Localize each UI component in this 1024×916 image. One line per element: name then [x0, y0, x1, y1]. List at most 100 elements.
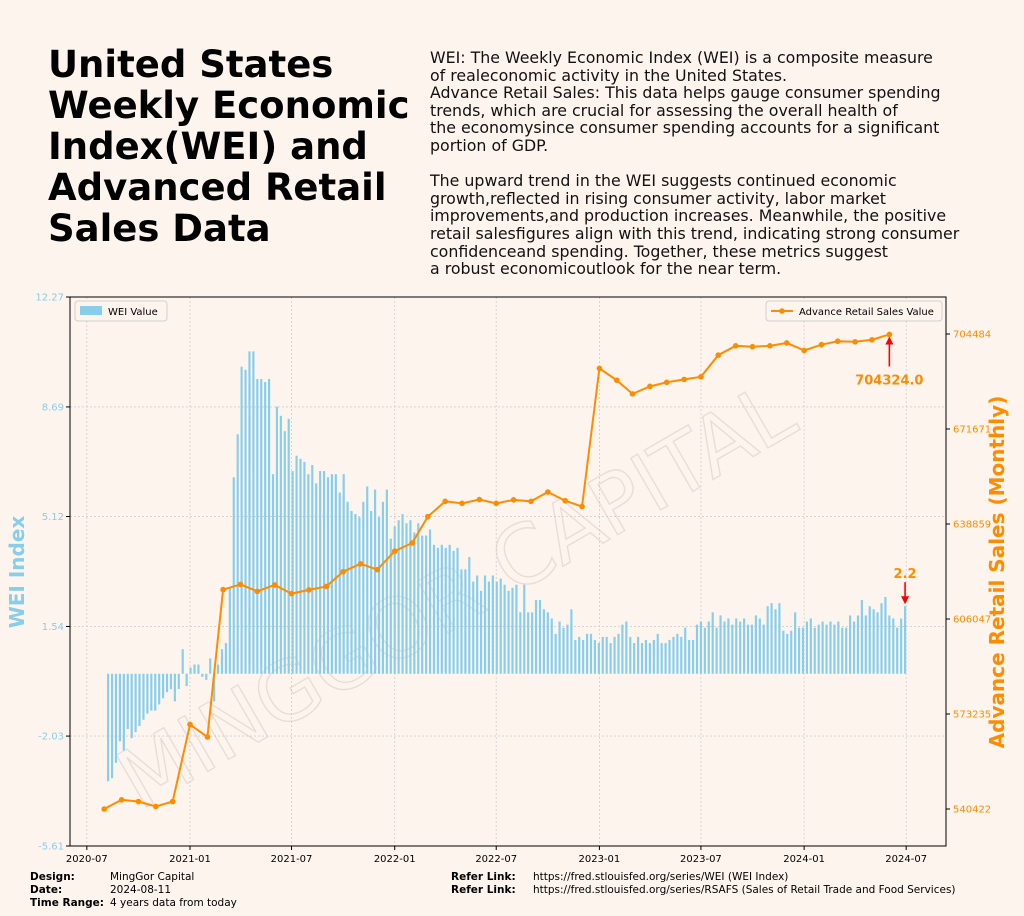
- wei-bar: [750, 624, 754, 674]
- refer-link-wei[interactable]: https://fred.stlouisfed.org/series/WEI (…: [533, 871, 789, 883]
- wei-bar: [162, 673, 165, 699]
- wei-bar: [872, 609, 875, 674]
- footer-left: Design: MingGor Capital Date: 2024-08-11 T…: [30, 871, 237, 910]
- wei-bar: [699, 621, 703, 674]
- retail-sales-point: [545, 489, 551, 495]
- wei-bar: [884, 596, 887, 674]
- retail-sales-point: [510, 497, 517, 503]
- wei-bar: [260, 378, 263, 674]
- wei-bar: [774, 609, 777, 674]
- wei-bar: [122, 673, 125, 751]
- watermark: MINGGOR CAPITAL: [102, 364, 811, 828]
- wei-bar: [315, 483, 318, 674]
- wei-bar: [177, 673, 180, 690]
- wei-bar: [287, 418, 290, 674]
- wei-bar: [244, 369, 247, 674]
- wei-bar: [903, 606, 907, 674]
- retail-sales-point: [169, 798, 176, 805]
- retail-sales-point: [204, 734, 211, 740]
- wei-bar: [691, 639, 695, 674]
- wei-bar: [228, 587, 231, 674]
- wei-bar: [644, 639, 648, 674]
- x-tick-label: 2023-01: [579, 854, 621, 865]
- retail-sales-point: [459, 500, 465, 507]
- wei-bar: [676, 633, 679, 674]
- wei-bar: [213, 673, 216, 702]
- wei-bar: [432, 544, 436, 674]
- wei-bar: [374, 489, 377, 674]
- retail-sales-point: [306, 587, 312, 593]
- x-tick-label: 2022-07: [475, 854, 517, 865]
- wei-bar: [821, 621, 824, 674]
- wei-bar: [668, 639, 671, 674]
- wei-bar: [613, 636, 616, 674]
- left-tick-label: -2.03: [38, 732, 64, 743]
- wei-bar: [483, 575, 487, 674]
- wei-bar: [849, 615, 852, 674]
- wei-bar: [326, 477, 330, 674]
- wei-bar: [405, 523, 408, 674]
- x-tick-label: 2022-01: [374, 854, 416, 865]
- wei-bar: [727, 618, 730, 674]
- wei-bar: [448, 544, 451, 674]
- retail-sales-point: [340, 568, 346, 575]
- retail-sales-point: [425, 513, 431, 520]
- wei-bar: [464, 569, 467, 674]
- wei-bar: [746, 624, 750, 674]
- wei-bar: [252, 351, 255, 674]
- wei-bar: [428, 529, 432, 674]
- wei-bar: [617, 633, 620, 674]
- retail-sales-point: [647, 383, 653, 390]
- wei-bar: [209, 658, 212, 674]
- retail-sales-point: [237, 581, 244, 588]
- wei-bar: [625, 621, 628, 674]
- wei-bar: [307, 474, 310, 674]
- wei-bar: [637, 636, 640, 674]
- retail-sales-point: [323, 583, 330, 590]
- date-value: 2024-08-11: [110, 884, 172, 896]
- left-tick-label: 12.27: [35, 293, 64, 304]
- wei-bar: [377, 517, 381, 674]
- wei-bar: [350, 511, 353, 674]
- design-value: MingGor Capital: [110, 871, 195, 883]
- x-tick-label: 2021-01: [169, 854, 211, 865]
- description: WEI: The Weekly Economic Index (WEI) is …: [430, 49, 1010, 278]
- wei-bar: [436, 547, 439, 674]
- wei-bar: [715, 627, 718, 674]
- refer-link-rsafs[interactable]: https://fred.stlouisfed.org/series/RSAFS…: [533, 884, 956, 896]
- wei-bar: [542, 609, 545, 674]
- description-paragraph-2: The upward trend in the WEI suggests con…: [430, 171, 960, 279]
- wei-bar: [205, 673, 208, 680]
- wei-bar: [833, 624, 836, 674]
- wei-bar: [275, 406, 279, 674]
- left-tick-label: -5.61: [38, 842, 64, 853]
- wei-bar: [574, 639, 577, 674]
- legend-sales-marker: [779, 308, 785, 314]
- wei-bar: [409, 520, 412, 674]
- wei-bar: [743, 618, 746, 674]
- wei-bar: [319, 471, 322, 674]
- wei-bar: [366, 486, 369, 674]
- wei-bar: [896, 627, 899, 674]
- wei-bar: [578, 636, 581, 674]
- wei-bar: [271, 474, 275, 674]
- wei-bar: [173, 673, 176, 702]
- wei-bar: [201, 673, 204, 677]
- wei-bar: [232, 477, 235, 674]
- retail-sales-point: [869, 336, 875, 343]
- wei-bar: [778, 603, 781, 674]
- right-tick-label: 573235: [953, 709, 991, 720]
- retail-sales-point: [528, 498, 534, 505]
- wei-bar: [126, 673, 129, 730]
- wei-bar: [527, 612, 530, 674]
- wei-bar: [825, 624, 828, 674]
- retail-sales-point: [409, 540, 415, 546]
- wei-bar: [680, 636, 683, 674]
- wei-bar: [158, 673, 161, 705]
- wei-bar: [268, 378, 271, 674]
- wei-bar: [629, 636, 632, 674]
- wei-bar: [790, 630, 793, 674]
- wei-bar: [283, 431, 286, 674]
- retail-sales-point: [187, 721, 193, 728]
- wei-bar: [711, 612, 714, 674]
